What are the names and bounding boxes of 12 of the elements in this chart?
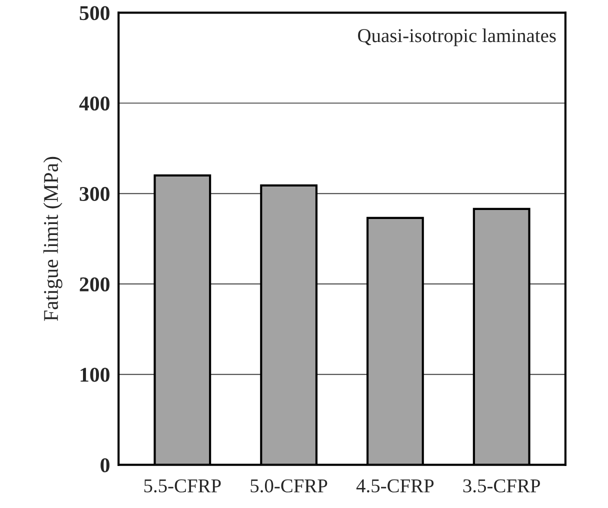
y-tick-label: 0 [100,458,110,472]
y-tick-label: 300 [80,186,110,201]
x-tick-label: 3.5-CFRP [463,479,540,492]
y-tick-label: 500 [80,6,110,20]
y-tick-label: 200 [80,277,110,292]
y-axis-title: Fatigue limit (MPa) [43,156,62,321]
y-tick-label: 400 [79,96,110,111]
x-tick-label: 5.0-CFRP [250,479,328,492]
y-tick-label: 100 [80,368,110,382]
x-tick-label: 4.5-CFRP [356,479,434,492]
x-tick-label: 5.5-CFRP [144,479,221,492]
annotation: Quasi-isotropic laminates [358,28,556,46]
